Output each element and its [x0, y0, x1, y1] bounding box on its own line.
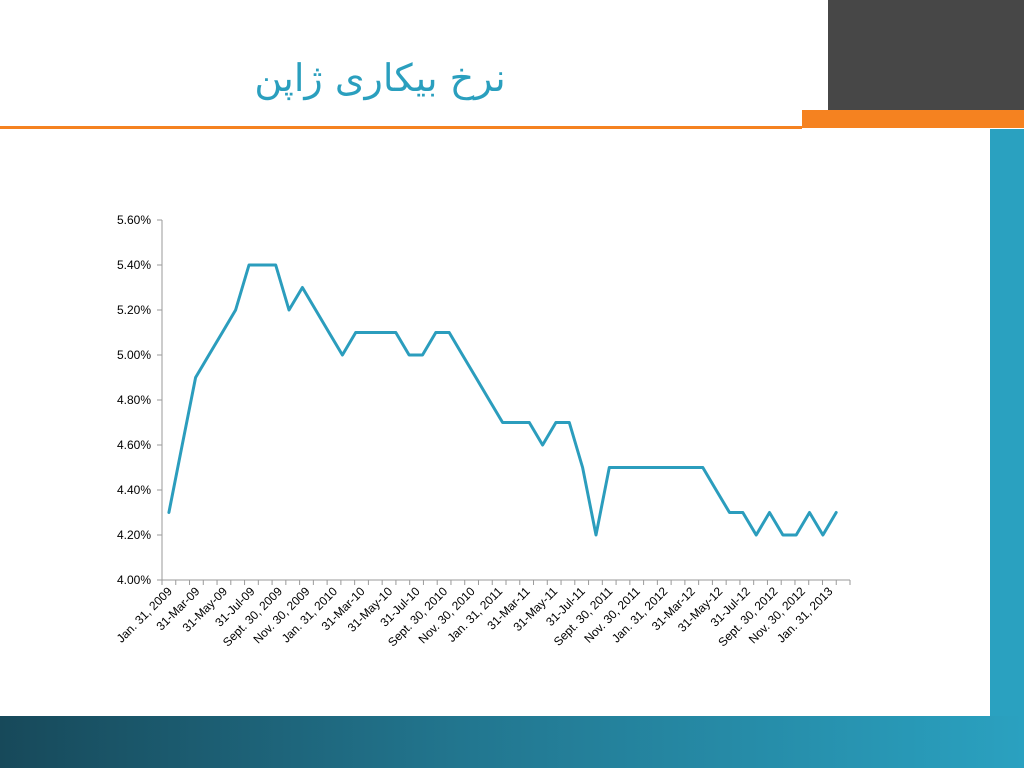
y-tick-label: 4.40%	[117, 483, 151, 497]
y-tick-label: 4.60%	[117, 438, 151, 452]
y-tick-label: 5.60%	[117, 213, 151, 227]
y-tick-label: 4.20%	[117, 528, 151, 542]
y-tick-label: 5.40%	[117, 258, 151, 272]
slide-title: نرخ بیکاری ژاپن	[254, 56, 506, 100]
right-band	[990, 129, 1024, 716]
bottom-band	[0, 716, 1024, 768]
y-tick-label: 4.00%	[117, 573, 151, 587]
accent-orange-line	[0, 126, 802, 129]
y-tick-label: 5.00%	[117, 348, 151, 362]
corner-block	[828, 0, 1024, 110]
series-line	[167, 263, 838, 537]
y-tick-label: 4.80%	[117, 393, 151, 407]
y-tick-label: 5.20%	[117, 303, 151, 317]
accent-orange-block	[802, 110, 1024, 128]
